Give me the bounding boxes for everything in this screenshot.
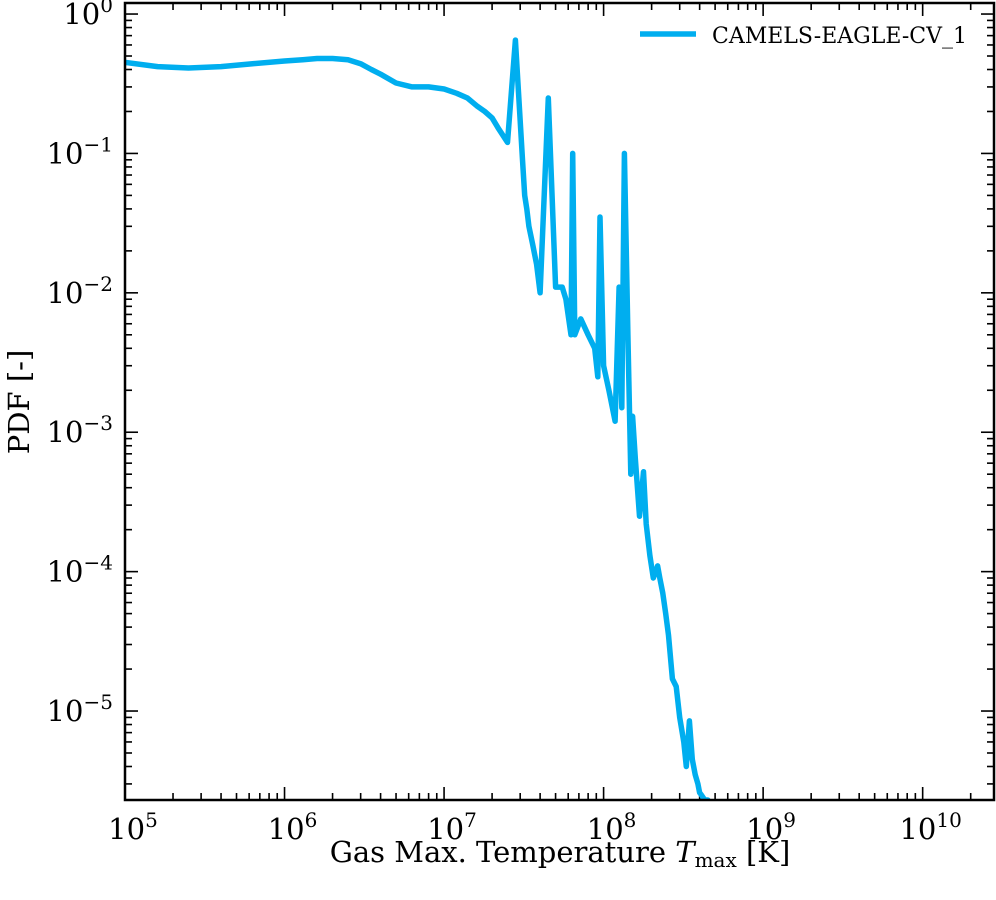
y-tick-label-exponent: −4 [84, 551, 113, 575]
y-tick-label-base: 10 [47, 136, 84, 170]
x-tick-label-exponent: 9 [783, 808, 796, 832]
x-tick-label-base: 10 [427, 812, 464, 846]
x-tick-label: 1010 [899, 808, 961, 846]
x-axis-label-subscript: max [695, 848, 738, 872]
x-tick-label: 109 [746, 808, 796, 846]
x-tick-label-exponent: 5 [145, 808, 158, 832]
x-tick-label: 107 [427, 808, 477, 846]
x-tick-label-exponent: 8 [624, 808, 637, 832]
x-tick-label-exponent: 10 [936, 808, 961, 832]
x-tick-label-base: 10 [268, 812, 305, 846]
x-axis-label: Gas Max. Temperature Tmax [K] [330, 835, 791, 872]
x-tick-labels: 105 106 107 108 109 1010 [108, 808, 962, 846]
y-tick-label-base: 10 [47, 276, 84, 310]
y-tick-label-exponent: −5 [84, 690, 113, 714]
y-tick-label-exponent: −2 [84, 272, 113, 296]
x-tick-label-base: 10 [587, 812, 624, 846]
y-tick-label-base: 10 [47, 415, 84, 449]
y-tick-label: 100 [63, 0, 113, 31]
y-tick-label: 10−3 [47, 411, 113, 449]
series-line [125, 37, 711, 800]
major-ticks [124, 3, 994, 800]
legend: CAMELS-EAGLE-CV_1 [640, 24, 967, 49]
x-axis-label-variable: T [675, 835, 697, 869]
plot-frame [123, 1, 996, 802]
x-tick-label-base: 10 [899, 812, 936, 846]
x-tick-label: 108 [587, 808, 637, 846]
x-tick-label-base: 10 [746, 812, 783, 846]
y-tick-label-exponent: −3 [84, 411, 113, 435]
y-tick-label-base: 10 [47, 555, 84, 589]
y-tick-label: 10−2 [47, 272, 113, 310]
x-tick-label-exponent: 7 [464, 808, 477, 832]
x-tick-label: 105 [108, 808, 158, 846]
y-tick-label: 10−1 [47, 132, 113, 170]
x-axis-label-suffix: [K] [737, 835, 791, 869]
legend-series-label: CAMELS-EAGLE-CV_1 [712, 24, 967, 49]
y-axis-label: PDF [-] [2, 350, 36, 455]
minor-ticks [125, 3, 994, 800]
series-layer [125, 37, 711, 800]
y-tick-label-exponent: 0 [100, 0, 113, 17]
x-tick-label: 106 [268, 808, 318, 846]
y-tick-label: 10−4 [47, 551, 113, 589]
x-axis-label-prefix: Gas Max. Temperature [330, 835, 676, 869]
x-tick-label-base: 10 [108, 812, 145, 846]
y-tick-label: 10−5 [47, 690, 113, 728]
x-tick-label-exponent: 6 [305, 808, 318, 832]
y-tick-label-exponent: −1 [84, 132, 113, 156]
y-tick-label-base: 10 [63, 0, 100, 31]
y-tick-label-base: 10 [47, 694, 84, 728]
